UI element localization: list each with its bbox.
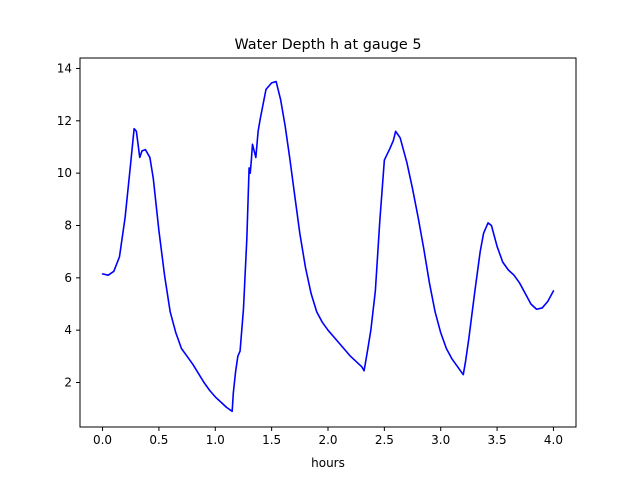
y-tick-label: 2 (64, 376, 72, 390)
y-tick-label: 10 (57, 166, 72, 180)
y-tick-label: 8 (64, 218, 72, 232)
x-tick-label: 0.5 (149, 433, 168, 447)
x-tick-label: 4.0 (544, 433, 563, 447)
x-axis-label: hours (311, 456, 345, 470)
series-line-0 (101, 80, 555, 413)
x-tick-label: 3.5 (488, 433, 507, 447)
x-tick-label: 1.0 (206, 433, 225, 447)
x-tick-label: 0.0 (93, 433, 112, 447)
x-tick-label: 1.5 (262, 433, 281, 447)
x-tick-label: 3.0 (431, 433, 450, 447)
y-tick-label: 14 (57, 61, 72, 75)
y-tick-label: 12 (57, 114, 72, 128)
plot-area: 0.0 0.5 1.0 1.5 2.0 2.5 3.0 3.5 4.0 2 4 6 8 10 12 14 (57, 57, 577, 447)
x-tick-label: 2.5 (375, 433, 394, 447)
y-tick-label: 6 (64, 271, 72, 285)
chart-title: Water Depth h at gauge 5 (234, 37, 421, 53)
x-tick-label: 2.0 (318, 433, 337, 447)
y-tick-label: 4 (64, 323, 72, 337)
axes-frame (79, 57, 577, 428)
